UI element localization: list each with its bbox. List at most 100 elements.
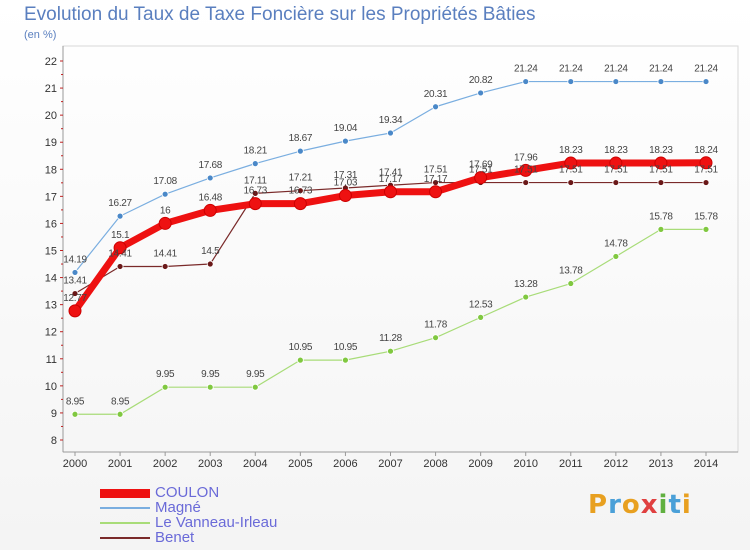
data-label: 16.27 [108, 198, 132, 209]
data-label: 12.77 [63, 293, 87, 304]
data-label: 9.95 [246, 369, 265, 380]
data-label: 14.78 [604, 238, 628, 249]
data-point [477, 313, 485, 321]
y-tick-label: 18 [45, 164, 57, 176]
data-label: 17.17 [379, 174, 403, 185]
data-label: 17.41 [379, 167, 403, 178]
data-point [113, 241, 127, 255]
data-label: 14.19 [63, 254, 87, 265]
data-label: 17.11 [244, 175, 268, 186]
y-tick-label: 14 [45, 273, 57, 285]
data-point [68, 304, 82, 318]
data-label: 17.69 [469, 160, 493, 171]
data-label: 16.48 [198, 192, 222, 203]
data-label: 13.78 [559, 266, 583, 277]
data-point [206, 174, 214, 182]
logo-letter: r [608, 490, 622, 520]
data-label: 9.95 [156, 369, 175, 380]
data-point [567, 179, 575, 186]
data-point [296, 356, 304, 364]
data-point [206, 383, 214, 391]
data-label: 18.23 [559, 145, 583, 156]
legend-swatch [100, 522, 150, 524]
data-point [387, 347, 394, 355]
data-point [612, 253, 620, 260]
data-point [158, 216, 172, 230]
data-label: 18.23 [604, 145, 628, 156]
data-point [71, 290, 79, 297]
data-point [296, 147, 304, 155]
data-label: 8.95 [66, 396, 85, 407]
x-tick-label: 2011 [559, 458, 583, 470]
data-label: 21.24 [514, 64, 538, 75]
data-point [657, 179, 665, 186]
logo-letter: i [658, 490, 669, 520]
proxiti-logo: Proxiti [588, 490, 692, 520]
data-point [654, 156, 668, 170]
data-point [161, 190, 169, 198]
data-point [387, 129, 394, 137]
legend-label: Le Vanneau-Irleau [155, 514, 278, 531]
data-point [567, 78, 575, 85]
data-point [116, 410, 124, 418]
data-label: 18.24 [694, 145, 718, 156]
y-tick-label: 11 [46, 354, 57, 366]
data-label: 15.78 [649, 211, 673, 222]
y-tick-label: 21 [45, 83, 57, 95]
data-label: 17.08 [153, 176, 177, 187]
data-label: 14.5 [201, 246, 220, 257]
data-point [116, 212, 124, 220]
data-label: 17.51 [694, 165, 718, 176]
data-point [429, 185, 443, 199]
data-label: 17.51 [424, 165, 448, 176]
data-point [432, 103, 439, 111]
data-point [296, 187, 304, 195]
data-label: 21.24 [694, 64, 718, 75]
data-label: 16.73 [289, 186, 313, 197]
x-tick-label: 2000 [63, 458, 87, 470]
y-tick-label: 8 [51, 435, 57, 447]
y-tick-label: 12 [45, 327, 57, 339]
data-label: 10.95 [334, 342, 358, 353]
data-point [609, 156, 623, 170]
unit-label: (en %) [24, 29, 57, 41]
data-label: 11.78 [424, 320, 448, 331]
data-point [702, 225, 710, 233]
data-point [384, 185, 397, 199]
data-label: 17.51 [469, 165, 493, 176]
data-label: 17.96 [514, 152, 538, 163]
logo-letter: t [668, 490, 682, 520]
data-label: 12.53 [469, 299, 493, 310]
y-tick-label: 16 [45, 218, 57, 230]
data-point [612, 179, 620, 186]
data-point [206, 260, 214, 268]
data-label: 18.23 [649, 145, 673, 156]
data-label: 21.24 [559, 64, 583, 75]
x-tick-label: 2012 [604, 458, 628, 470]
y-tick-label: 9 [51, 408, 57, 420]
x-tick-label: 2007 [378, 458, 402, 470]
data-label: 10.95 [289, 342, 313, 353]
data-label: 17.21 [289, 173, 313, 184]
data-label: 15.78 [694, 211, 718, 222]
data-point [477, 89, 485, 97]
x-tick-label: 2006 [333, 458, 357, 470]
data-point [248, 197, 262, 211]
data-point [657, 78, 665, 85]
x-tick-label: 2014 [694, 458, 718, 470]
data-point [519, 163, 533, 177]
y-tick-label: 13 [45, 300, 57, 312]
data-point [71, 410, 79, 418]
data-label: 16 [160, 205, 171, 216]
data-point [203, 203, 217, 217]
data-point [71, 269, 79, 276]
legend-swatch [100, 488, 150, 498]
data-point [699, 156, 713, 170]
data-point [522, 78, 530, 85]
y-tick-label: 17 [45, 191, 57, 203]
data-point [522, 293, 530, 301]
data-point [432, 334, 439, 342]
logo-letter: i [681, 490, 692, 520]
legend-swatch [100, 537, 150, 539]
